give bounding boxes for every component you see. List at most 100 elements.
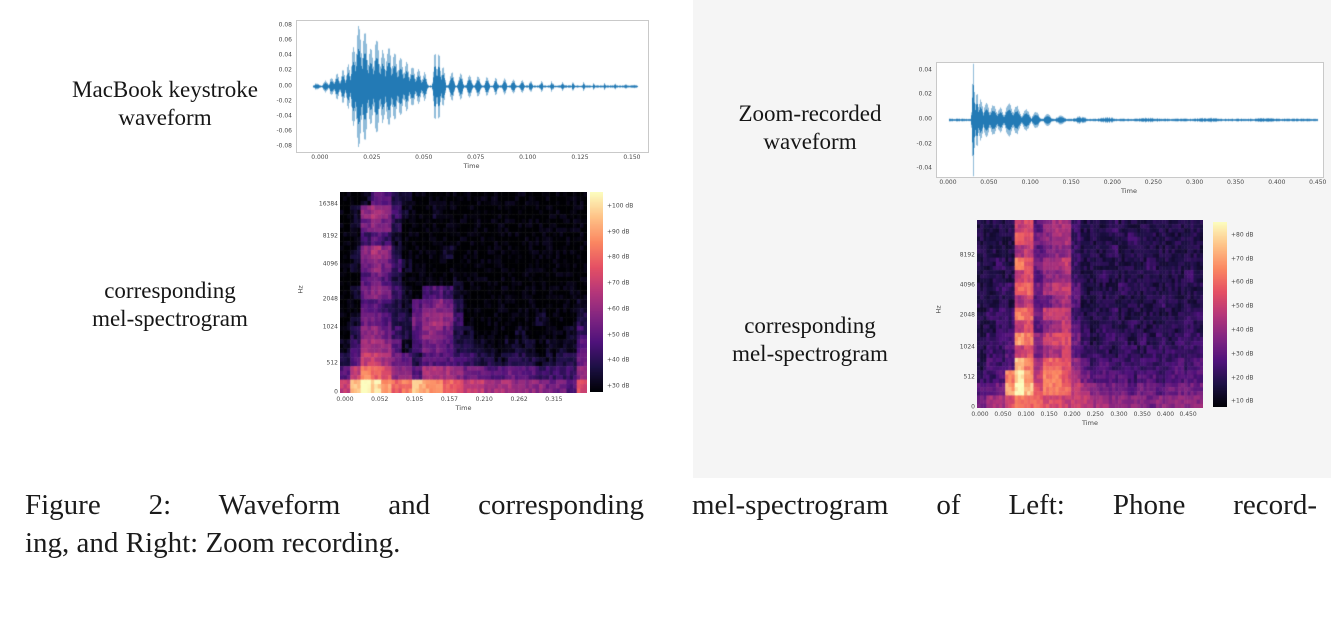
tick-label: 0.250 bbox=[1086, 411, 1104, 418]
left-spectrogram-time-label: Time bbox=[455, 404, 472, 412]
tick-label: 0.157 bbox=[440, 396, 458, 403]
right-spectrogram-label-line1: corresponding bbox=[744, 313, 876, 338]
right-waveform-plot bbox=[936, 62, 1324, 178]
tick-label: 0.300 bbox=[1110, 411, 1128, 418]
right-spectrogram-colorbar bbox=[1213, 222, 1227, 407]
right-spectrogram-hz-label: Hz bbox=[934, 305, 943, 314]
tick-label: 0.050 bbox=[980, 179, 998, 186]
tick-label: 0.00 bbox=[278, 82, 292, 89]
tick-label: 0.02 bbox=[278, 66, 292, 74]
tick-label: +40 dB bbox=[607, 356, 630, 364]
tick-label: 8192 bbox=[959, 251, 975, 259]
left-waveform-xticks: 0.000 0.025 0.050 0.075 0.100 0.125 0.150 bbox=[296, 154, 647, 162]
left-spectrogram-hz-label: Hz bbox=[296, 285, 305, 294]
left-spectrogram-label-line2: mel-spectrogram bbox=[92, 306, 248, 331]
tick-label: 0.04 bbox=[278, 51, 292, 59]
right-spectrogram-label: corresponding mel-spectrogram bbox=[697, 312, 923, 368]
left-spectrogram-colorbar bbox=[590, 192, 603, 392]
left-waveform-label-line1: MacBook keystroke bbox=[72, 77, 258, 102]
tick-label: 0.000 bbox=[939, 179, 957, 186]
tick-label: 0.04 bbox=[918, 66, 932, 74]
tick-label: 4096 bbox=[959, 281, 975, 289]
right-spectrogram-label-line2: mel-spectrogram bbox=[732, 341, 888, 366]
tick-label: +50 dB bbox=[607, 331, 630, 339]
right-waveform-yticks: 0.04 0.02 0.00 -0.02 -0.04 bbox=[904, 62, 932, 176]
tick-label: 1024 bbox=[322, 323, 338, 331]
left-spectrogram-xticks: 0.000 0.052 0.105 0.157 0.210 0.262 0.315 bbox=[336, 396, 587, 404]
tick-label: 0.150 bbox=[623, 154, 641, 161]
tick-label: 0.350 bbox=[1226, 179, 1245, 186]
tick-label: 0.000 bbox=[336, 396, 354, 403]
tick-label: 0.075 bbox=[467, 154, 485, 161]
tick-label: 4096 bbox=[322, 260, 338, 268]
tick-label: 0.400 bbox=[1268, 179, 1286, 186]
left-waveform-label-line2: waveform bbox=[118, 105, 212, 130]
right-waveform-label-line1: Zoom-recorded bbox=[738, 101, 882, 126]
right-spectrogram-canvas bbox=[977, 220, 1203, 408]
right-waveform-xticks: 0.000 0.050 0.100 0.150 0.200 0.250 0.300 0.350… bbox=[936, 179, 1326, 187]
tick-label: +50 dB bbox=[1231, 302, 1254, 310]
tick-label: +90 dB bbox=[607, 228, 630, 236]
tick-label: +70 dB bbox=[607, 279, 630, 287]
tick-label: 0.150 bbox=[1062, 179, 1080, 186]
left-spectrogram-label: corresponding mel-spectrogram bbox=[45, 277, 295, 333]
left-spectrogram-yticks: 16384 8192 4096 2048 1024 512 0 bbox=[310, 192, 338, 396]
tick-label: 0.052 bbox=[371, 396, 389, 403]
right-spectrogram-time-label: Time bbox=[1082, 419, 1098, 427]
tick-label: 0.100 bbox=[1021, 179, 1039, 186]
tick-label: 0.06 bbox=[278, 36, 292, 44]
tick-label: +100 dB bbox=[607, 202, 634, 210]
tick-label: +60 dB bbox=[1231, 278, 1254, 286]
tick-label: +30 dB bbox=[607, 382, 630, 390]
tick-label: 512 bbox=[326, 359, 338, 367]
tick-label: 2048 bbox=[959, 311, 975, 319]
left-spectrogram-label-line1: corresponding bbox=[104, 278, 236, 303]
right-waveform-label-line2: waveform bbox=[763, 129, 857, 154]
tick-label: 512 bbox=[963, 373, 975, 381]
tick-label: 0.150 bbox=[1040, 411, 1058, 418]
tick-label: 0.000 bbox=[311, 154, 329, 161]
tick-label: 0.08 bbox=[278, 21, 292, 29]
tick-label: -0.02 bbox=[916, 140, 932, 147]
figure-caption-line2: ing, and Right: Zoom recording. bbox=[25, 526, 401, 559]
figure-caption-line1: Figure 2: Waveform and corresponding mel… bbox=[25, 489, 1317, 521]
right-spectrogram-xticks: 0.000 0.050 0.100 0.150 0.200 0.250 0.300 0.350… bbox=[971, 411, 1203, 419]
right-waveform-canvas bbox=[937, 63, 1323, 177]
tick-label: 0.050 bbox=[994, 411, 1012, 418]
left-waveform-canvas bbox=[297, 21, 648, 152]
right-waveform-label: Zoom-recorded waveform bbox=[697, 100, 923, 156]
tick-label: 0.105 bbox=[406, 396, 424, 403]
left-waveform-plot bbox=[296, 20, 649, 153]
tick-label: +80 dB bbox=[607, 253, 630, 261]
tick-label: 16384 bbox=[318, 200, 338, 208]
tick-label: 0.250 bbox=[1144, 179, 1162, 186]
tick-label: 0.200 bbox=[1103, 179, 1121, 186]
left-spectrogram-canvas bbox=[340, 192, 587, 393]
tick-label: 0.450 bbox=[1179, 411, 1197, 418]
tick-label: 0.300 bbox=[1186, 179, 1204, 186]
tick-label: -0.08 bbox=[276, 142, 292, 150]
tick-label: 0.210 bbox=[475, 396, 493, 403]
tick-label: -0.02 bbox=[276, 97, 292, 105]
tick-label: 0.315 bbox=[545, 396, 563, 403]
tick-label: -0.04 bbox=[276, 112, 292, 120]
tick-label: 0.100 bbox=[1017, 411, 1035, 418]
tick-label: 0.262 bbox=[510, 396, 528, 403]
tick-label: 0 bbox=[971, 403, 975, 411]
tick-label: -0.06 bbox=[276, 127, 292, 135]
tick-label: 0.100 bbox=[519, 154, 537, 161]
tick-label: +70 dB bbox=[1231, 255, 1254, 263]
left-waveform-label: MacBook keystroke waveform bbox=[40, 76, 290, 132]
right-spectrogram-yticks: 8192 4096 2048 1024 512 0 bbox=[947, 220, 975, 411]
tick-label: +80 dB bbox=[1231, 231, 1254, 239]
left-spectrogram-colorbar-ticks: +100 dB +90 dB +80 dB +70 dB +60 dB +50 dB +40… bbox=[607, 192, 651, 392]
left-waveform-time-label: Time bbox=[463, 162, 480, 170]
tick-label: 0.450 bbox=[1309, 179, 1327, 186]
tick-label: -0.04 bbox=[916, 164, 932, 172]
tick-label: +20 dB bbox=[1231, 374, 1254, 382]
tick-label: 0.125 bbox=[571, 154, 589, 161]
tick-label: 0.050 bbox=[415, 154, 433, 161]
tick-label: 0.350 bbox=[1133, 411, 1151, 418]
right-waveform-time-label: Time bbox=[1121, 187, 1137, 195]
